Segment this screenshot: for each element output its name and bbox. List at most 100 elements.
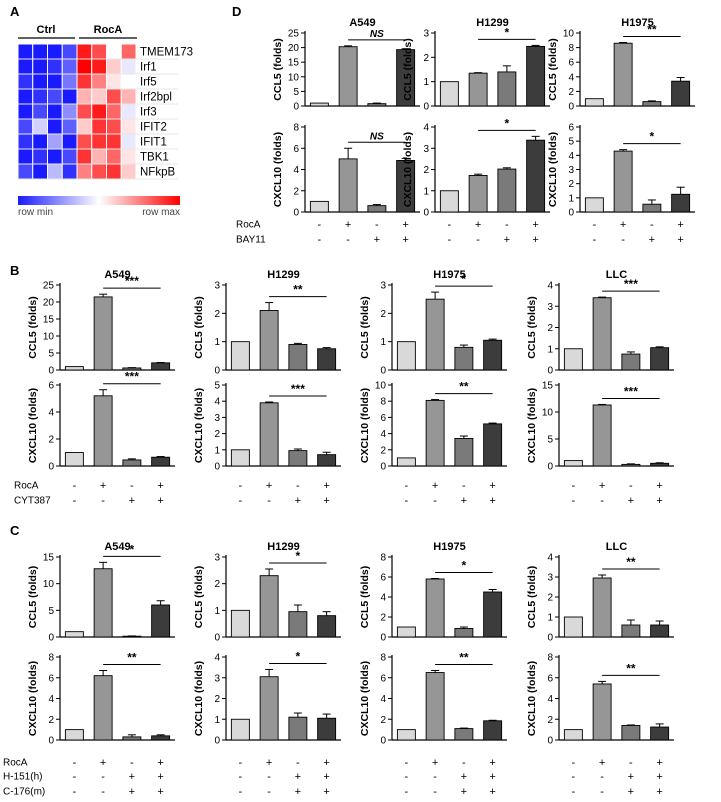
heatmap-cell [47,133,63,150]
heatmap-cell [106,148,122,165]
condition-sign: + [432,480,438,492]
heatmap-cell [47,103,63,120]
y-axis-label: CXCL10 (folds) [402,132,414,207]
heatmap-cell [120,88,137,105]
condition-sign: + [323,757,329,769]
heatmap-cell [76,118,93,135]
y-tick-label: 4 [380,429,386,440]
bar-chart: CXCL10 (folds) 0 2 4 6 8 ** [359,650,507,747]
condition-sign: + [489,757,495,769]
y-tick-label: 5 [293,87,299,98]
condition-sign: + [461,771,467,783]
condition-sign: + [157,771,163,783]
heatmap-cell [32,148,48,165]
y-tick-label: 1 [547,613,553,624]
y-tick-label: 4 [547,553,553,564]
y-tick-label: 1 [423,77,429,88]
y-tick-label: 2 [547,593,553,604]
bar [367,205,387,213]
heatmap-cell [76,148,93,165]
condition-sign: - [572,495,576,507]
y-axis-label: CCL5 (folds) [526,296,538,358]
bar-chart: CXCL10 (folds) 0 2 4 6 8 NS [272,123,420,219]
y-tick-label: 0 [48,736,54,747]
y-tick-label: 6 [293,144,299,155]
y-tick-label: 0 [547,736,553,747]
bar [396,457,416,467]
bar [621,725,641,741]
condition-sign: - [405,786,409,798]
heatmap-cell [61,103,78,120]
condition-sign: - [433,771,437,783]
bar [613,42,633,107]
condition-sign: - [73,771,77,783]
bar [592,683,612,741]
y-axis-label: CCL5 (folds) [272,38,284,100]
condition-sign: + [402,219,408,231]
y-tick-label: 20 [43,298,55,309]
heatmap-cell [106,133,122,150]
condition-rows: RocA - + - + - + - + - + - + - + - + CYT387 - - + + - - + + - - + + - -… [3,219,684,798]
significance-marker: ** [647,22,657,36]
y-tick-label: 4 [380,694,386,705]
bar [64,631,84,638]
bar [483,591,503,638]
bar-chart: CXCL10 (folds) 0 2 4 6 8 ** [526,653,674,747]
y-tick-label: 3 [214,673,220,684]
y-axis-label: CXCL10 (folds) [526,388,538,463]
condition-sign: - [600,771,604,783]
condition-sign: - [130,757,134,769]
y-tick-label: 20 [288,43,300,54]
condition-label: RocA [236,220,261,231]
heatmap-cell [61,118,78,135]
condition-sign: + [656,480,662,492]
heatmap-cell [61,88,78,105]
condition-sign: - [296,480,300,492]
y-axis-label: CCL5 (folds) [359,296,371,358]
y-tick-label: 1 [423,186,429,197]
condition-sign: - [267,771,271,783]
bar [151,604,171,638]
bar [439,190,459,213]
y-axis-label: CCL5 (folds) [526,566,538,628]
bar [483,423,503,467]
bar [396,626,416,638]
y-tick-label: 0 [423,102,429,113]
y-tick-label: 6 [48,381,54,392]
y-tick-label: 0 [568,208,574,219]
heatmap-cell [76,73,93,90]
condition-sign: - [267,786,271,798]
y-tick-label: 4 [48,408,54,419]
condition-sign: - [101,771,105,783]
condition-sign: - [505,219,509,231]
heatmap-cell [47,58,63,75]
condition-sign: - [476,234,480,246]
condition-sign: + [129,771,135,783]
condition-sign: - [572,480,576,492]
bar [650,726,670,741]
heatmap-cell [106,73,122,90]
bar [497,168,517,213]
heatmap-cell [17,43,34,60]
heatmap-cell [91,148,107,165]
condition-sign: - [572,771,576,783]
panel-label-a: A [10,4,20,19]
y-axis-label: CCL5 (folds) [27,566,39,628]
bar [317,454,337,467]
bar [367,103,387,107]
y-tick-label: 6 [380,673,386,684]
bar [613,150,633,213]
y-tick-label: 5 [547,435,553,446]
condition-sign: - [629,480,633,492]
y-tick-label: 0 [547,633,553,644]
bar-chart: CXCL10 (folds) 0 1 2 3 4 5 6 * [547,123,695,219]
heatmap-cell [32,73,48,90]
y-tick-label: 25 [43,281,55,292]
chart-title: H1975 [433,269,465,281]
bar [122,736,142,741]
y-tick-label: 3 [214,553,220,564]
bar [563,616,583,638]
bar [396,729,416,741]
y-tick-label: 3 [423,29,429,40]
